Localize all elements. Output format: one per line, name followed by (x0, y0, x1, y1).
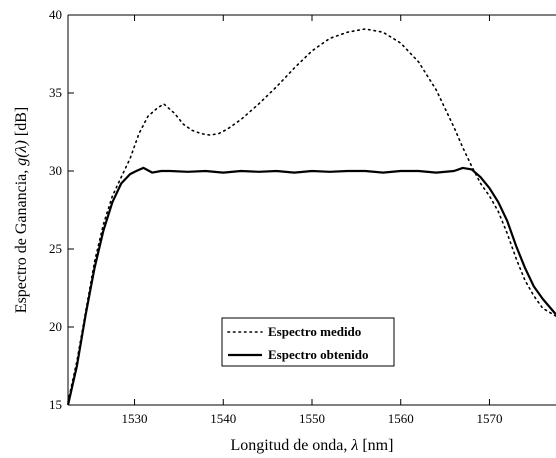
y-tick-label-0: 15 (49, 397, 62, 412)
y-axis-title: Espectro de Ganancia, g(λ) [dB] (13, 107, 30, 313)
legend-label-medido: Espectro medido (268, 324, 361, 339)
legend: Espectro medido Espectro obtenido (221, 317, 395, 367)
x-axis-title: Longitud de onda, λ [nm] (231, 437, 394, 454)
x-tick-label-3: 1560 (388, 411, 414, 426)
ticks-layer: 1530 1540 1550 1560 1570 15 20 25 30 35 40 (49, 7, 502, 426)
legend-label-obtenido: Espectro obtenido (268, 347, 369, 362)
y-tick-label-1: 20 (49, 319, 62, 334)
y-tick-label-3: 30 (49, 163, 62, 178)
legend-box (221, 317, 395, 367)
x-tick-label-1: 1540 (210, 411, 236, 426)
x-tick-label-4: 1570 (476, 411, 502, 426)
x-tick-label-2: 1550 (299, 411, 325, 426)
series-layer (66, 28, 556, 406)
series-line-1 (66, 166, 556, 406)
x-tick-label-0: 1530 (122, 411, 148, 426)
y-tick-label-4: 35 (49, 85, 62, 100)
series-line-0 (67, 28, 556, 403)
y-tick-label-2: 25 (49, 241, 62, 256)
y-tick-label-5: 40 (49, 7, 62, 22)
